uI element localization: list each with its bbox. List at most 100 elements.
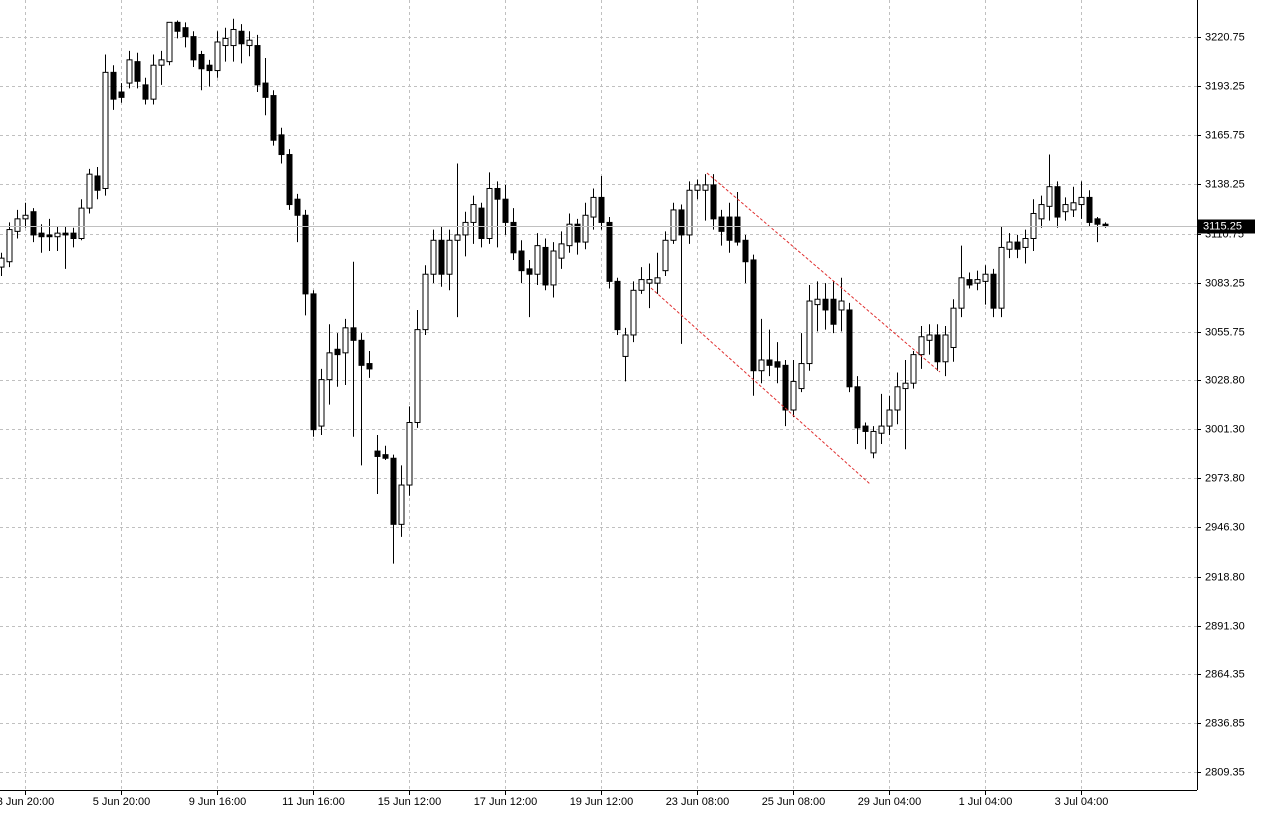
candle-body	[734, 216, 741, 243]
candle-body	[934, 334, 941, 363]
candle-body	[1006, 241, 1013, 250]
candle-body	[374, 450, 381, 457]
y-tick-label: 2836.85	[1205, 717, 1245, 729]
candle-body	[294, 198, 301, 216]
candle-body	[614, 280, 621, 331]
candle-body	[518, 250, 525, 272]
candle-body	[958, 277, 965, 309]
candle-body	[686, 189, 693, 236]
y-tick-label: 3083.25	[1205, 277, 1245, 289]
candle-body	[262, 82, 269, 98]
channel-line	[650, 287, 871, 485]
candle-body	[670, 209, 677, 241]
candle-body	[70, 232, 77, 240]
candle-body	[302, 214, 309, 295]
candle-body	[846, 309, 853, 388]
current-price-box	[1198, 219, 1255, 234]
candle-body	[1102, 223, 1109, 227]
candle-body	[854, 386, 861, 429]
current-price-label: 3115.25	[1203, 220, 1242, 232]
candle-body	[414, 329, 421, 424]
candle-body	[358, 339, 365, 366]
candle-body	[46, 234, 53, 238]
candle-body	[30, 211, 37, 236]
candle-body	[918, 336, 925, 356]
y-tick-label: 3028.80	[1205, 374, 1245, 386]
y-tick-label: 3220.75	[1205, 31, 1245, 43]
candle-body	[966, 279, 973, 286]
candle-body	[566, 223, 573, 247]
candle-body	[366, 363, 373, 370]
candle-body	[990, 273, 997, 309]
candle-body	[726, 216, 733, 241]
candle-body	[1070, 202, 1077, 211]
candle-body	[230, 28, 237, 47]
candle-body	[574, 223, 581, 243]
candle-body	[758, 359, 765, 372]
candle-body	[822, 298, 829, 311]
candle-body	[446, 239, 453, 275]
candle-body	[830, 298, 837, 325]
candle-body	[462, 221, 469, 236]
x-tick-label: 3 Jul 04:00	[1055, 796, 1109, 808]
candle-body	[766, 359, 773, 366]
grid	[0, 0, 1197, 790]
candle-body	[1022, 238, 1029, 248]
candle-body	[78, 207, 85, 240]
x-tick-label: 19 Jun 12:00	[570, 796, 634, 808]
candles	[0, 18, 1109, 564]
candle-body	[742, 239, 749, 263]
candle-body	[782, 364, 789, 411]
candle-body	[150, 64, 157, 100]
candle-body	[526, 268, 533, 275]
candle-body	[710, 184, 717, 220]
candle-body	[622, 334, 629, 357]
candle-body	[998, 246, 1005, 309]
candle-body	[86, 173, 93, 209]
candle-body	[470, 204, 477, 223]
candle-body	[1086, 196, 1093, 223]
candle-body	[198, 53, 205, 70]
candle-body	[390, 457, 397, 525]
candle-body	[806, 300, 813, 365]
candle-body	[1078, 196, 1085, 206]
candle-body	[926, 334, 933, 341]
candle-body	[406, 422, 413, 486]
channel-line	[706, 172, 941, 373]
candle-body	[334, 348, 341, 356]
candle-body	[110, 71, 117, 100]
candle-body	[182, 27, 189, 38]
candle-body	[398, 484, 405, 525]
candle-body	[326, 352, 333, 381]
candle-body	[550, 250, 557, 286]
candle-body	[502, 198, 509, 223]
candle-body	[862, 425, 869, 432]
candle-body	[54, 232, 61, 238]
candle-body	[286, 154, 293, 206]
candle-body	[166, 21, 173, 63]
candle-body	[910, 354, 917, 384]
candle-body	[214, 41, 221, 72]
candle-body	[38, 232, 45, 238]
y-tick-label: 2973.80	[1205, 472, 1245, 484]
candle-body	[278, 134, 285, 156]
candle-body	[870, 430, 877, 454]
candle-body	[246, 39, 253, 47]
y-tick-label: 3193.25	[1205, 80, 1245, 92]
candle-body	[662, 239, 669, 272]
candle-body	[1062, 204, 1069, 213]
candle-body	[694, 184, 701, 191]
y-tick-label: 3138.25	[1205, 178, 1245, 190]
y-tick-label: 3165.75	[1205, 129, 1245, 141]
candle-body	[598, 196, 605, 223]
candle-body	[318, 379, 325, 427]
candle-body	[894, 386, 901, 411]
candle-body	[798, 363, 805, 390]
candle-body	[646, 279, 653, 284]
candle-body	[454, 234, 461, 241]
candle-body	[158, 59, 165, 66]
candle-body	[542, 246, 549, 286]
candle-body	[238, 30, 245, 45]
